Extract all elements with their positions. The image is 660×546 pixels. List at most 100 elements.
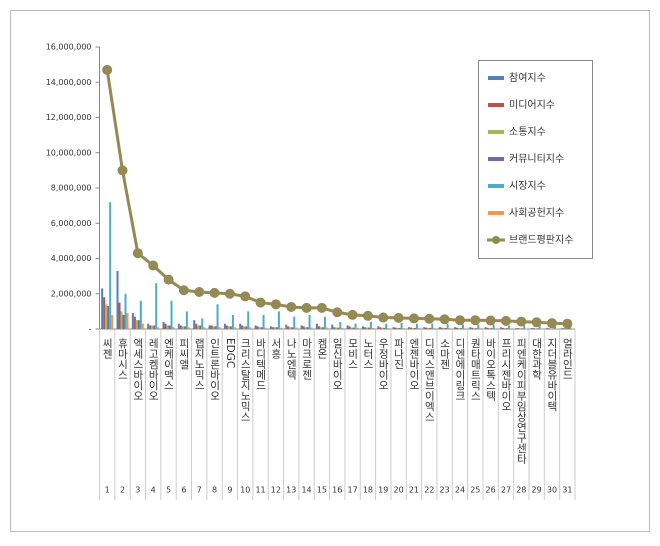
category-label: 노터스 bbox=[362, 338, 374, 370]
bar bbox=[315, 323, 318, 329]
bar bbox=[275, 327, 278, 329]
category-label: 마크로젠 bbox=[301, 338, 313, 380]
bar bbox=[225, 325, 228, 329]
bar bbox=[425, 327, 428, 329]
bar bbox=[415, 323, 418, 329]
bar bbox=[402, 328, 405, 329]
rank-label: 6 bbox=[181, 486, 186, 495]
bar bbox=[488, 328, 491, 329]
bar bbox=[381, 327, 384, 329]
bar bbox=[105, 304, 108, 329]
line-marker bbox=[102, 64, 113, 75]
bar bbox=[427, 327, 430, 329]
bar bbox=[517, 328, 520, 329]
bar bbox=[223, 323, 226, 329]
bar bbox=[387, 328, 390, 329]
bar bbox=[208, 325, 211, 329]
bar bbox=[155, 283, 158, 329]
bar bbox=[229, 326, 232, 329]
rank-label: 16 bbox=[332, 486, 342, 495]
bar bbox=[494, 328, 497, 329]
bar bbox=[532, 328, 535, 329]
bar bbox=[398, 327, 401, 329]
line-marker bbox=[316, 302, 327, 313]
bar bbox=[471, 327, 474, 329]
legend-swatch bbox=[488, 184, 504, 188]
bar bbox=[551, 328, 554, 329]
category-label: 크리스탈지노믹스 bbox=[239, 338, 251, 422]
y-tick-label: - bbox=[89, 325, 92, 334]
bar bbox=[352, 327, 355, 329]
rank-label: 27 bbox=[501, 486, 511, 495]
bar bbox=[479, 328, 482, 329]
bar bbox=[433, 328, 436, 329]
bar bbox=[271, 327, 274, 329]
category-label: 모비스 bbox=[347, 338, 359, 370]
legend-swatch bbox=[488, 76, 504, 80]
rank-label: 17 bbox=[347, 486, 357, 495]
bar bbox=[147, 323, 150, 329]
bar bbox=[369, 321, 372, 329]
rank-label: 13 bbox=[286, 486, 296, 495]
bar bbox=[530, 328, 533, 329]
bar bbox=[179, 325, 182, 329]
bar bbox=[438, 327, 441, 329]
legend-marker bbox=[492, 236, 500, 244]
bar bbox=[289, 327, 292, 329]
line-marker bbox=[148, 260, 159, 271]
rank-label: 25 bbox=[470, 486, 480, 495]
bar bbox=[442, 327, 445, 329]
rank-label: 19 bbox=[378, 486, 388, 495]
bar bbox=[555, 328, 558, 329]
bar bbox=[571, 328, 574, 329]
bar bbox=[484, 327, 487, 329]
category-label: 바이오톡스텍 bbox=[485, 338, 497, 402]
bar bbox=[245, 326, 248, 329]
rank-label: 24 bbox=[455, 486, 465, 495]
bar bbox=[197, 325, 200, 329]
line-marker bbox=[332, 307, 343, 318]
line-marker bbox=[286, 301, 297, 312]
line-marker bbox=[500, 315, 511, 326]
rank-label: 20 bbox=[394, 486, 404, 495]
bar bbox=[285, 324, 288, 329]
rank-label: 1 bbox=[105, 486, 110, 495]
bar bbox=[365, 327, 368, 329]
bar bbox=[157, 327, 160, 329]
bar bbox=[118, 302, 121, 329]
bar bbox=[109, 202, 112, 329]
bar bbox=[241, 325, 244, 329]
bar bbox=[346, 325, 349, 329]
bar bbox=[162, 321, 165, 329]
category-label: 디엑스앤브이엑스 bbox=[423, 338, 435, 422]
line-marker bbox=[562, 318, 573, 329]
bar bbox=[151, 325, 154, 329]
category-label: 피씨엘 bbox=[178, 338, 190, 370]
bar bbox=[183, 326, 186, 329]
bar bbox=[371, 327, 374, 329]
rank-label: 2 bbox=[120, 486, 125, 495]
bar bbox=[348, 326, 351, 329]
bar bbox=[264, 327, 267, 329]
bar bbox=[111, 314, 114, 329]
bar bbox=[492, 324, 495, 329]
bar bbox=[166, 325, 169, 329]
line-marker bbox=[362, 310, 373, 321]
rank-label: 9 bbox=[227, 486, 232, 495]
bar bbox=[490, 328, 493, 329]
bar bbox=[325, 327, 328, 329]
bar bbox=[203, 327, 206, 329]
bar bbox=[377, 326, 380, 329]
y-tick-label: 4,000,000 bbox=[51, 254, 92, 263]
line-marker bbox=[424, 313, 435, 324]
rank-label: 11 bbox=[255, 486, 265, 495]
bar bbox=[247, 311, 250, 329]
bar bbox=[423, 327, 426, 329]
bar bbox=[383, 327, 386, 329]
line-marker bbox=[439, 314, 450, 325]
bar bbox=[536, 328, 539, 329]
legend-label: 커뮤니티지수 bbox=[509, 153, 564, 165]
bar bbox=[461, 324, 464, 329]
bar bbox=[116, 270, 119, 329]
